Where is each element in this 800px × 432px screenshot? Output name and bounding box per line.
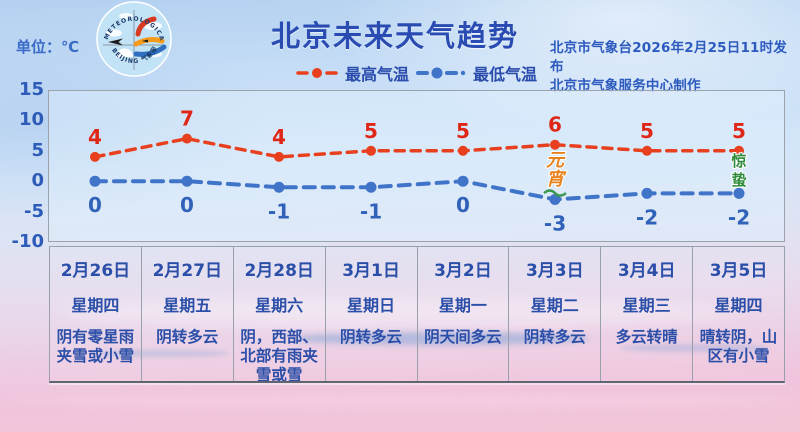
- forecast-table: 2月26日 星期四 阴有零星雨夹雪或小雪 2月27日 星期五 阴转多云 2月28…: [49, 246, 785, 383]
- forecast-cell: 3月5日 星期四 晴转阴，山区有小雪: [693, 247, 784, 381]
- cloud-streak: [0, 394, 800, 408]
- cell-weather: 阴，西部、北部有雨夹雪或雪: [240, 328, 318, 381]
- issue-line-1: 北京市气象台2026年2月25日11时发布: [550, 40, 788, 75]
- high-temp-legend-marker: [296, 68, 338, 78]
- y-tick: -10: [11, 231, 44, 252]
- low-temp-legend-label: 最低气温: [473, 65, 538, 84]
- cell-weather: 阴天间多云: [424, 328, 502, 346]
- issue-info: 北京市气象台2026年2月25日11时发布 北京市气象服务中心制作: [550, 39, 800, 96]
- cell-weekday: 星期四: [71, 296, 120, 315]
- y-tick: 5: [31, 140, 44, 161]
- low-temp-legend-marker: [416, 67, 466, 79]
- cell-weather: 晴转阴，山区有小雪: [699, 328, 778, 365]
- cell-weather: 阴转多云: [523, 328, 586, 346]
- cell-weekday: 星期六: [255, 296, 304, 315]
- logo-badge-icon: METEOROLOGICAL SERVICE BEIJING 气象服务: [92, 0, 172, 77]
- forecast-cell: 2月26日 星期四 阴有零星雨夹雪或小雪: [50, 247, 142, 381]
- cell-weekday: 星期四: [714, 296, 763, 315]
- cell-weekday: 星期日: [347, 296, 396, 315]
- forecast-cell: 3月3日 星期二 阴转多云: [509, 247, 602, 381]
- cell-weather: 阴转多云: [340, 328, 403, 346]
- forecast-cell: 2月28日 星期六 阴，西部、北部有雨夹雪或雪: [234, 247, 326, 381]
- forecast-cell: 3月4日 星期三 多云转晴: [601, 247, 694, 381]
- cell-weekday: 星期一: [438, 296, 487, 315]
- cell-weekday: 星期三: [622, 296, 671, 315]
- y-tick: -5: [24, 201, 44, 222]
- cell-weekday: 星期五: [163, 296, 212, 315]
- cell-date: 3月3日: [525, 261, 584, 281]
- meteorological-service-logo: METEOROLOGICAL SERVICE BEIJING 气象服务: [92, 0, 172, 77]
- y-tick: 15: [18, 79, 44, 100]
- cell-date: 2月28日: [244, 261, 314, 281]
- forecast-cell: 3月1日 星期日 阴转多云: [326, 247, 418, 381]
- y-tick: 0: [31, 170, 44, 191]
- cell-weather: 阴有零星雨夹雪或小雪: [56, 328, 135, 365]
- forecast-cell: 2月27日 星期五 阴转多云: [142, 247, 234, 381]
- cell-weather: 阴转多云: [156, 328, 219, 346]
- cell-date: 2月26日: [60, 261, 131, 281]
- cell-date: 3月1日: [342, 261, 400, 281]
- y-tick: 10: [18, 109, 44, 130]
- cell-date: 2月27日: [152, 261, 223, 281]
- page-title: 北京未来天气趋势: [270, 19, 519, 53]
- legend: 最高气温 最低气温: [296, 61, 537, 85]
- plot-area: [48, 90, 785, 242]
- high-temp-legend-label: 最高气温: [345, 65, 410, 84]
- cell-date: 3月5日: [709, 261, 768, 281]
- cell-weather: 多云转晴: [615, 328, 678, 346]
- unit-label: 单位：℃: [16, 38, 80, 56]
- cell-weekday: 星期二: [530, 296, 579, 315]
- cell-date: 3月4日: [617, 261, 676, 281]
- forecast-cell: 3月2日 星期一 阴天间多云: [418, 247, 510, 381]
- cell-date: 3月2日: [434, 261, 492, 281]
